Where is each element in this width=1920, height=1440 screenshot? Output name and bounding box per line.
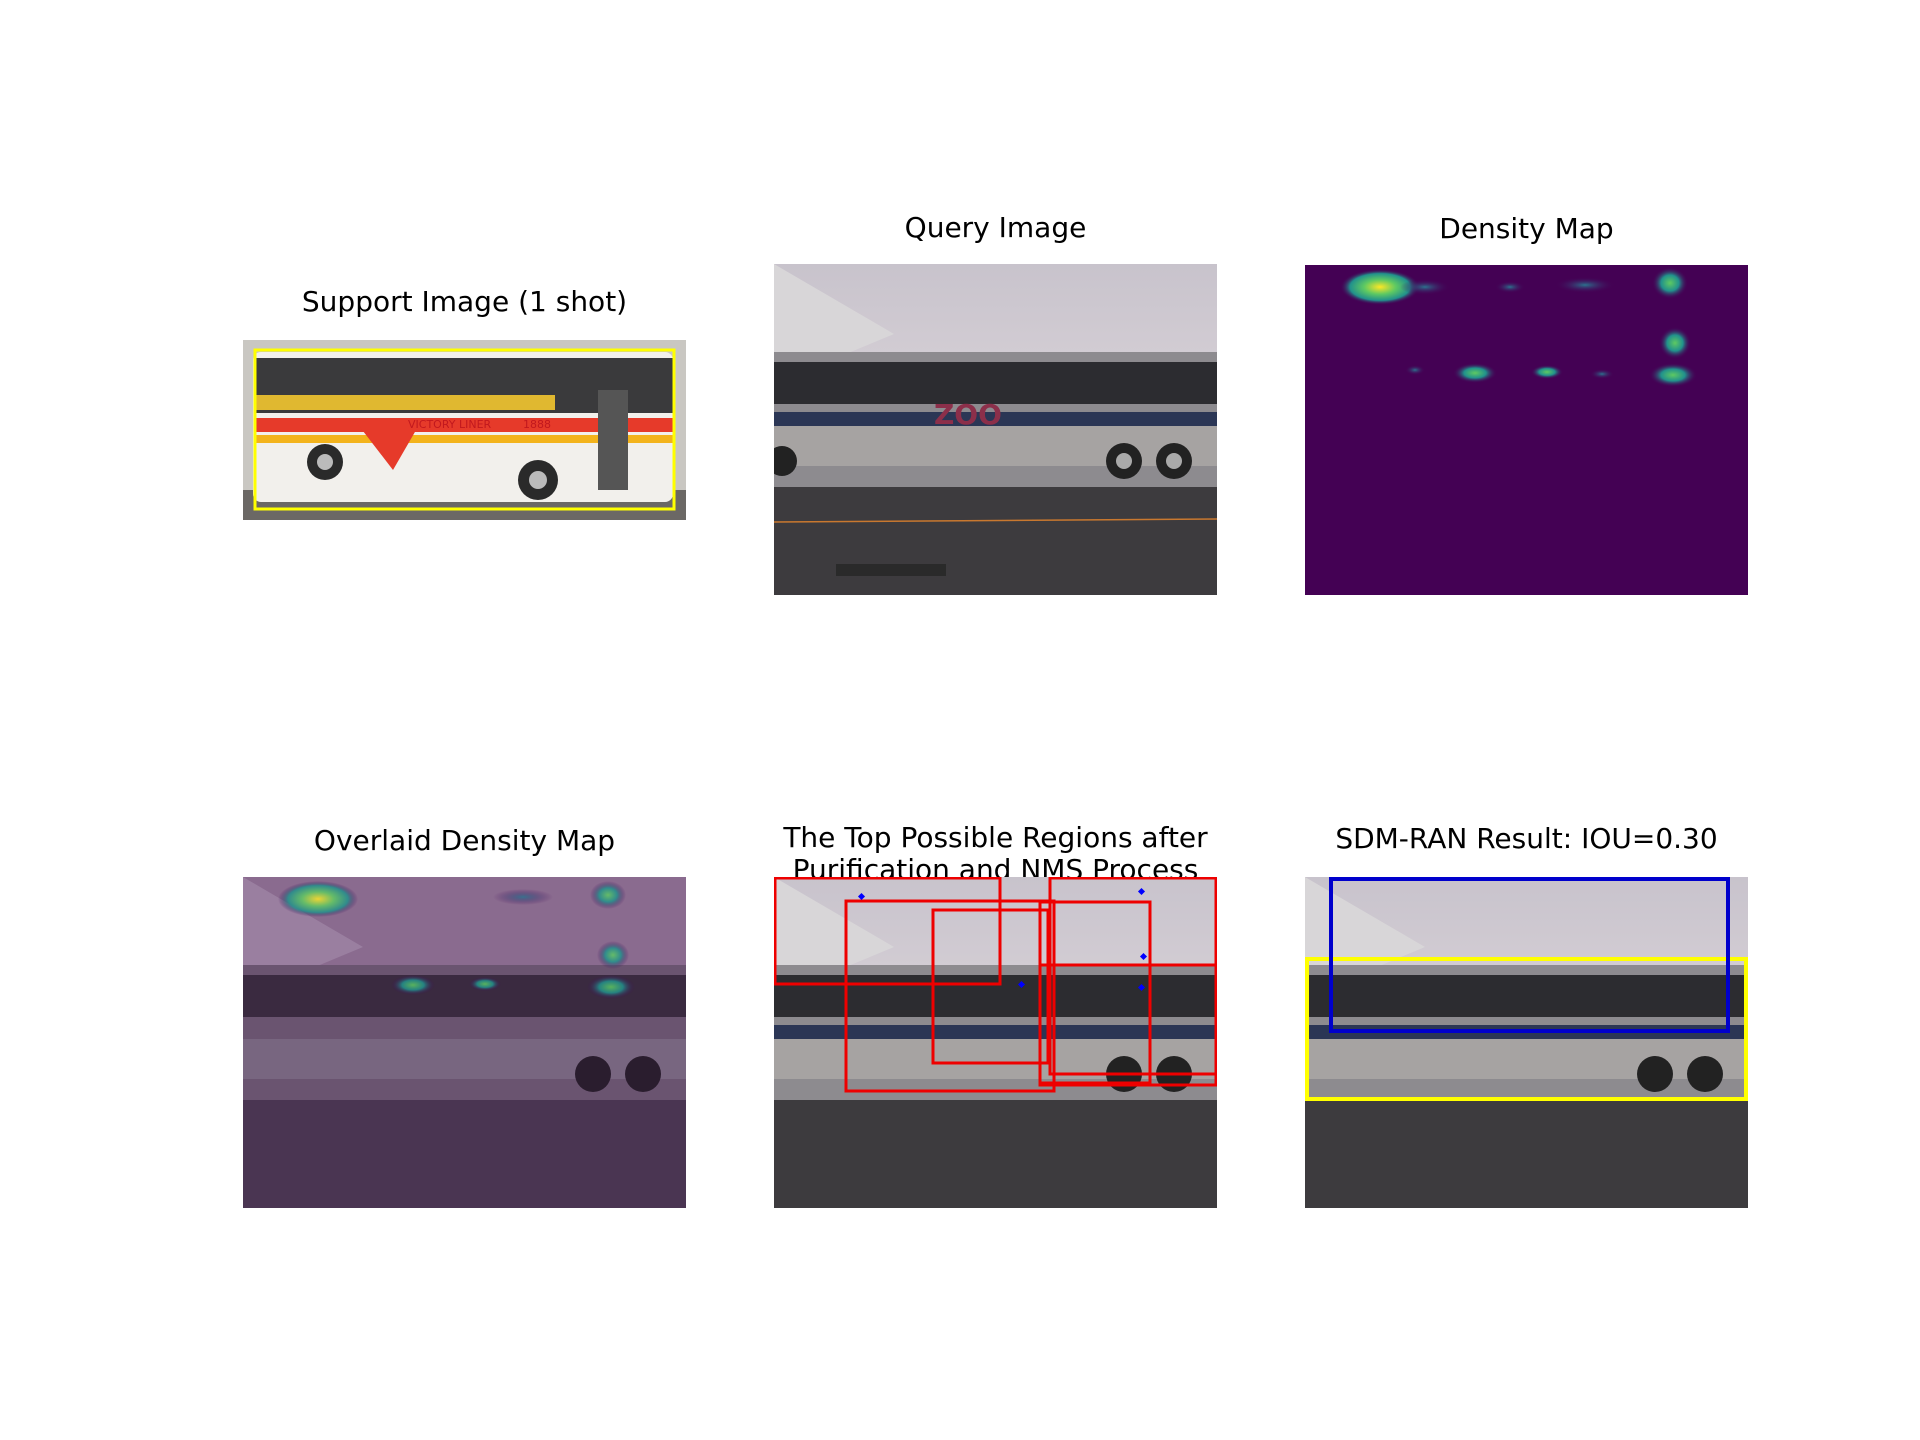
region-box [844, 899, 1056, 1093]
panel-title: Query Image [904, 211, 1087, 244]
panel-title: The Top Possible Regions after Purificat… [714, 790, 1277, 886]
query-image: ZOO [774, 264, 1217, 595]
ground-truth-box [1305, 957, 1748, 1101]
overlaid-density-map [243, 877, 686, 1208]
predicted-box [1329, 877, 1730, 1033]
density-map [1305, 265, 1748, 595]
result-image [1305, 877, 1748, 1208]
region-box [774, 877, 1002, 986]
peak-point [1017, 980, 1026, 989]
region-box [1038, 963, 1217, 1087]
panel-title: SDM-RAN Result: IOU=0.30 [1335, 822, 1718, 855]
peak-point [857, 892, 866, 901]
support-bus-number: 1888 [523, 418, 551, 431]
support-bus-brand: VICTORY LINER [408, 418, 492, 431]
panel-title: Overlaid Density Map [313, 824, 616, 857]
panel-title: Support Image (1 shot) [301, 285, 628, 318]
panel-title: Density Map [1439, 212, 1614, 245]
top-regions-image [774, 877, 1217, 1208]
ground-truth-box [253, 348, 676, 511]
support-image: VICTORY LINER 1888 [243, 340, 686, 520]
region-box [931, 908, 1050, 1065]
query-bus-ad: ZOO [934, 398, 1002, 431]
